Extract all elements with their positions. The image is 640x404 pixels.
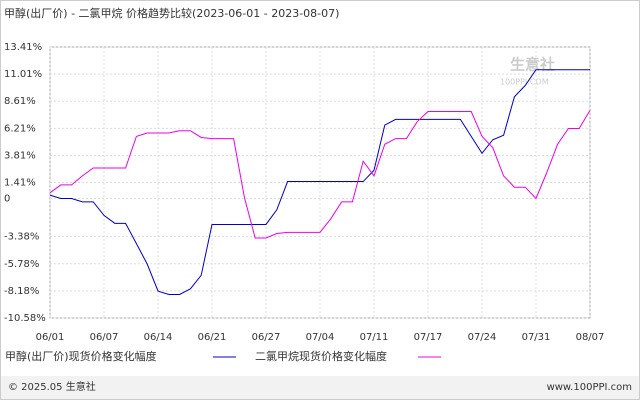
y-tick-label: 3.81% [4,150,36,161]
x-tick-label: 06/07 [90,332,119,343]
x-tick-label: 07/11 [360,332,389,343]
footer-bar [1,376,639,399]
x-tick-label: 07/24 [468,332,497,343]
legend-label: 甲醇(出厂价)现货价格变化幅度 [5,349,157,363]
y-tick-label: 8.61% [4,96,36,107]
y-tick-label: 11.01% [4,69,42,80]
y-tick-label: 0 [4,193,10,204]
x-tick-label: 08/07 [576,332,605,343]
x-tick-label: 07/31 [522,332,551,343]
y-tick-label: -5.78% [4,259,39,270]
footer-right: www.100PPI.com [547,382,632,393]
x-tick-label: 07/04 [306,332,335,343]
series-line [49,110,591,239]
chart-title: 甲醇(出厂价) - 二氯甲烷 价格趋势比较(2023-06-01 - 2023-… [4,6,339,20]
y-tick-label: -10.58% [4,313,46,324]
y-tick-label: 1.41% [4,178,36,189]
x-tick-label: 06/14 [144,332,173,343]
y-tick-label: -3.38% [4,232,39,243]
y-tick-label: 6.21% [4,123,36,134]
series-line [49,69,590,296]
x-tick-label: 07/17 [414,332,443,343]
y-tick-label: 13.41% [4,42,42,53]
x-tick-label: 06/21 [198,332,227,343]
x-tick-label: 06/01 [36,332,65,343]
watermark-url: 100PPI.COM [500,78,549,87]
x-tick-label: 06/27 [252,332,281,343]
y-tick-label: -8.18% [4,286,39,297]
footer-left: © 2025.05 生意社 [8,380,96,393]
legend-label: 二氯甲烷现货价格变化幅度 [255,349,387,363]
watermark: 生意社 [510,56,555,74]
